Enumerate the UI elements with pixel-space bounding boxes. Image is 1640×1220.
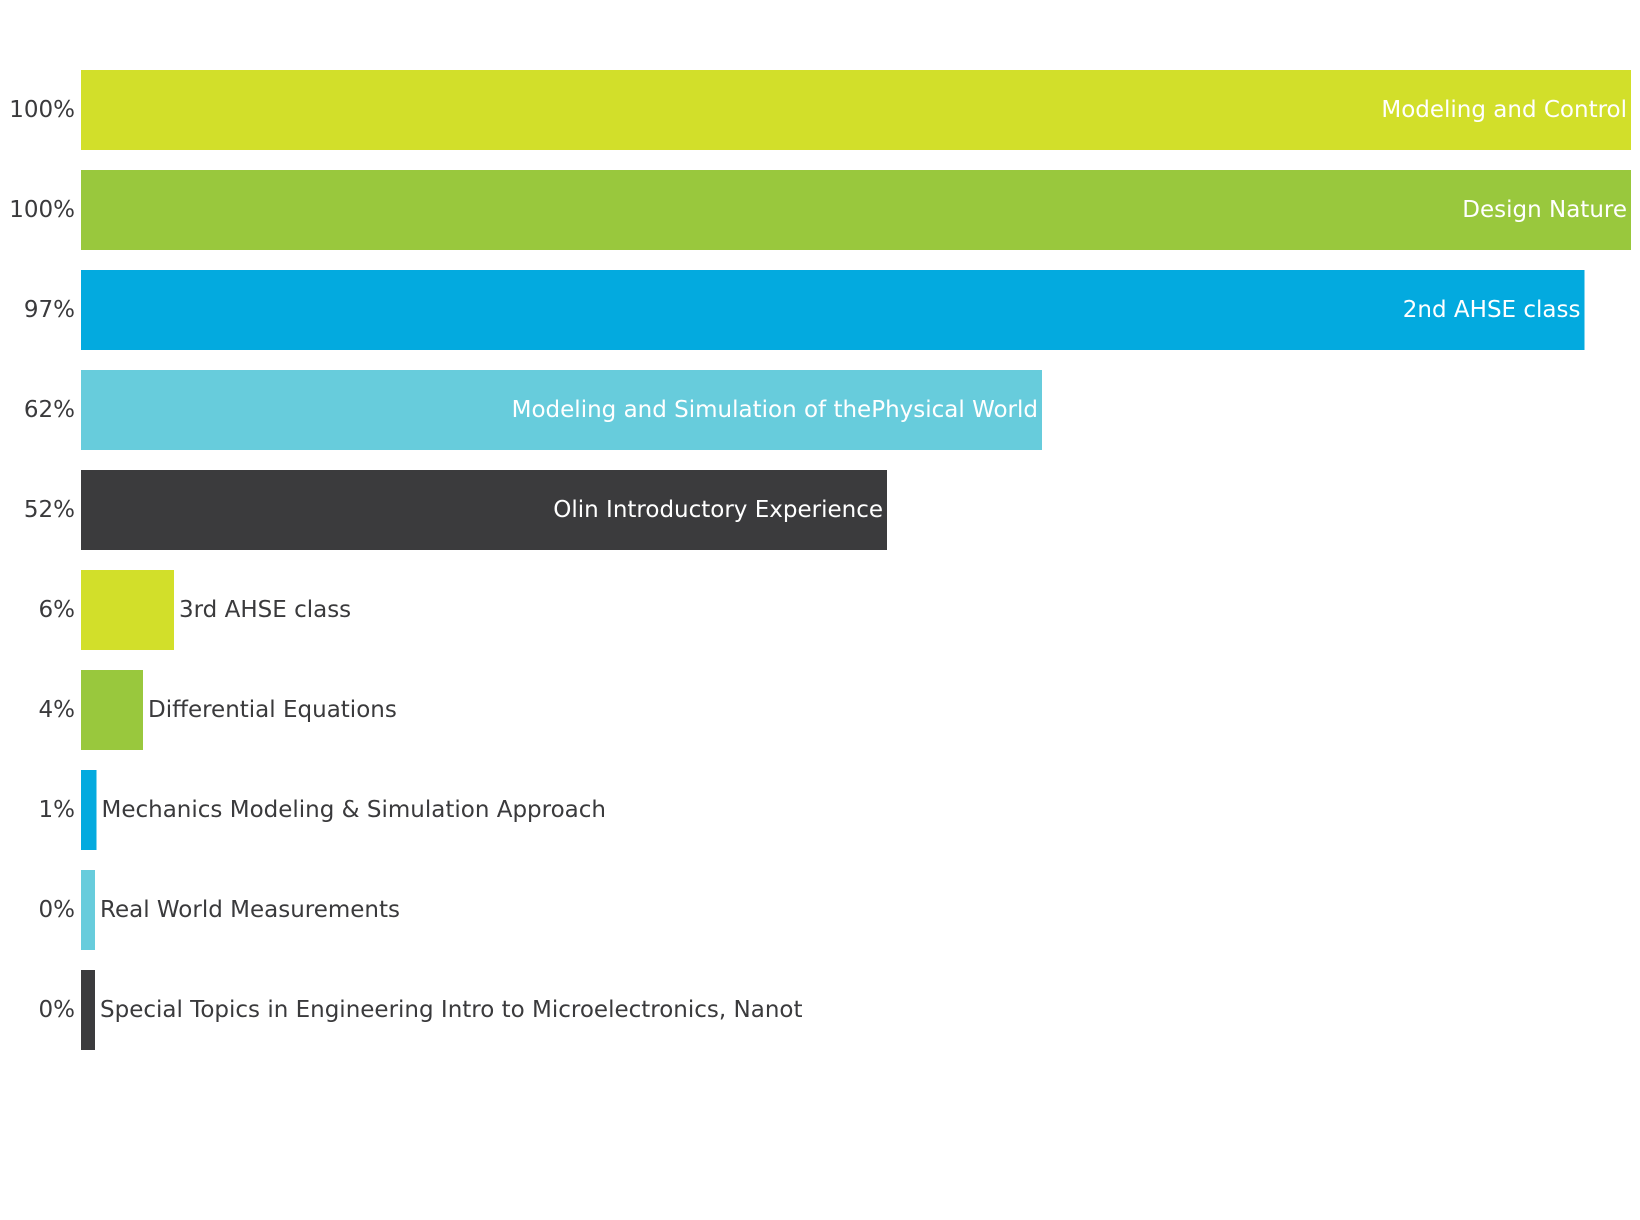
category-label-7: Mechanics Modeling & Simulation Approach (102, 797, 607, 823)
bar-3 (81, 370, 1042, 450)
bar-8 (81, 870, 95, 950)
value-label-2: 97% (24, 297, 75, 323)
bar-4 (81, 470, 887, 550)
category-label-8: Real World Measurements (100, 897, 400, 923)
bar-5 (81, 570, 174, 650)
category-label-9: Special Topics in Engineering Intro to M… (100, 997, 803, 1023)
category-label-0: Modeling and Control (1381, 97, 1627, 123)
bars-layer: 100% Modeling and Control 100% Design Natur… (9, 70, 1631, 1050)
category-label-4: Olin Introductory Experience (553, 497, 883, 523)
bar-2 (81, 270, 1585, 350)
bar-0 (81, 70, 1631, 150)
category-label-1: Design Nature (1462, 197, 1627, 223)
bar-7 (81, 770, 97, 850)
category-label-2: 2nd AHSE class (1403, 297, 1581, 323)
value-label-4: 52% (24, 497, 75, 523)
value-label-5: 6% (39, 597, 76, 623)
value-label-6: 4% (39, 697, 76, 723)
value-label-9: 0% (39, 997, 76, 1023)
bar-1 (81, 170, 1631, 250)
value-label-8: 0% (39, 897, 76, 923)
value-label-0: 100% (9, 97, 75, 123)
value-label-7: 1% (39, 797, 76, 823)
value-label-1: 100% (9, 197, 75, 223)
category-label-6: Differential Equations (148, 697, 397, 723)
bar-6 (81, 670, 143, 750)
bar-9 (81, 970, 95, 1050)
category-label-3: Modeling and Simulation of thePhysical W… (512, 397, 1038, 423)
category-label-5: 3rd AHSE class (179, 597, 351, 623)
value-label-3: 62% (24, 397, 75, 423)
